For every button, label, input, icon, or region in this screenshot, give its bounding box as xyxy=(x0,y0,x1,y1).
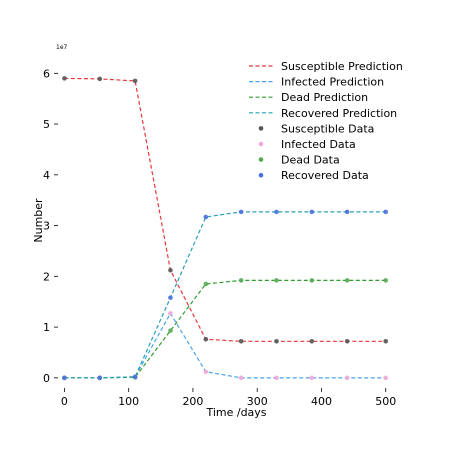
x-tick-label: 500 xyxy=(375,395,396,408)
infected-data-point xyxy=(344,375,350,381)
x-tick-label: 300 xyxy=(247,395,268,408)
y-tick-label: 1 xyxy=(43,321,50,334)
recovered-data-point xyxy=(132,374,138,380)
y-tick-label: 2 xyxy=(43,270,50,283)
legend-swatch-dead-data xyxy=(258,157,264,162)
susceptible-data-point xyxy=(309,339,315,344)
x-axis: 0 100 200 300 400 500 xyxy=(61,388,396,408)
infected-prediction-line xyxy=(64,312,386,379)
susceptible-data-point xyxy=(383,339,389,344)
dead-prediction-line xyxy=(64,279,386,379)
y-tick-label: 0 xyxy=(43,372,50,385)
dead-data-point xyxy=(344,278,350,283)
y-axis-label: Number xyxy=(32,198,45,243)
susceptible-data-point xyxy=(203,336,209,342)
infected-data-point xyxy=(238,375,244,381)
infected-data-point xyxy=(274,375,279,381)
recovered-prediction-line xyxy=(64,211,386,379)
y-axis: 0 1 2 3 4 5 6 xyxy=(43,67,58,385)
x-tick-label: 100 xyxy=(118,395,139,408)
y-tick-label: 3 xyxy=(43,220,50,233)
legend-label-infected-data: Infected Data xyxy=(281,138,356,151)
recovered-data-point xyxy=(203,214,209,220)
legend-label-recovered-data: Recovered Data xyxy=(281,169,369,182)
susceptible-data-point xyxy=(168,267,173,273)
infected-data-point xyxy=(168,311,173,316)
y-tick-label: 6 xyxy=(43,67,50,80)
x-tick-label: 200 xyxy=(182,395,203,408)
dead-data-point xyxy=(238,278,244,283)
legend-label-infected-prediction: Infected Prediction xyxy=(281,76,384,89)
susceptible-data-point xyxy=(344,339,350,344)
legend-label-dead-prediction: Dead Prediction xyxy=(281,91,368,104)
recovered-data-point xyxy=(168,295,173,300)
plot-area xyxy=(62,76,389,381)
recovered-data-point xyxy=(97,375,103,381)
recovered-data-point xyxy=(62,375,67,381)
infected-data-point xyxy=(309,375,315,381)
recovered-data-point xyxy=(309,209,315,215)
dead-data-point xyxy=(383,278,389,283)
recovered-data-point xyxy=(274,209,279,215)
recovered-data-point xyxy=(383,209,389,215)
y-tick-label: 5 xyxy=(43,118,50,131)
susceptible-prediction-line xyxy=(64,77,386,342)
y-tick-label: 4 xyxy=(43,169,50,182)
x-tick-label: 0 xyxy=(61,395,68,408)
susceptible-data-point xyxy=(97,76,103,82)
legend: Susceptible Prediction Infected Predictio… xyxy=(249,60,403,182)
legend-label-recovered-prediction: Recovered Prediction xyxy=(281,107,397,120)
x-axis-label: Time /days xyxy=(205,406,266,419)
susceptible-data-point xyxy=(238,339,244,344)
susceptible-data-point xyxy=(62,76,67,81)
recovered-data-point xyxy=(344,209,350,215)
legend-swatch-susceptible-data xyxy=(258,126,264,131)
infected-data-point xyxy=(203,369,209,375)
legend-label-susceptible-data: Susceptible Data xyxy=(281,122,374,135)
legend-swatch-recovered-data xyxy=(258,172,264,178)
recovered-data-point xyxy=(238,209,244,215)
dead-data-point xyxy=(203,281,209,287)
susceptible-data-point xyxy=(274,339,279,344)
susceptible-data-point xyxy=(132,78,138,84)
legend-label-susceptible-prediction: Susceptible Prediction xyxy=(281,60,403,73)
infected-data-point xyxy=(383,375,389,381)
dead-data-point xyxy=(274,278,279,283)
dead-data-point xyxy=(168,328,173,333)
legend-label-dead-data: Dead Data xyxy=(281,154,340,167)
legend-swatch-infected-data xyxy=(258,141,264,147)
dead-data-point xyxy=(309,278,315,283)
x-tick-label: 400 xyxy=(311,395,332,408)
y-offset-label: 1e7 xyxy=(56,44,68,51)
